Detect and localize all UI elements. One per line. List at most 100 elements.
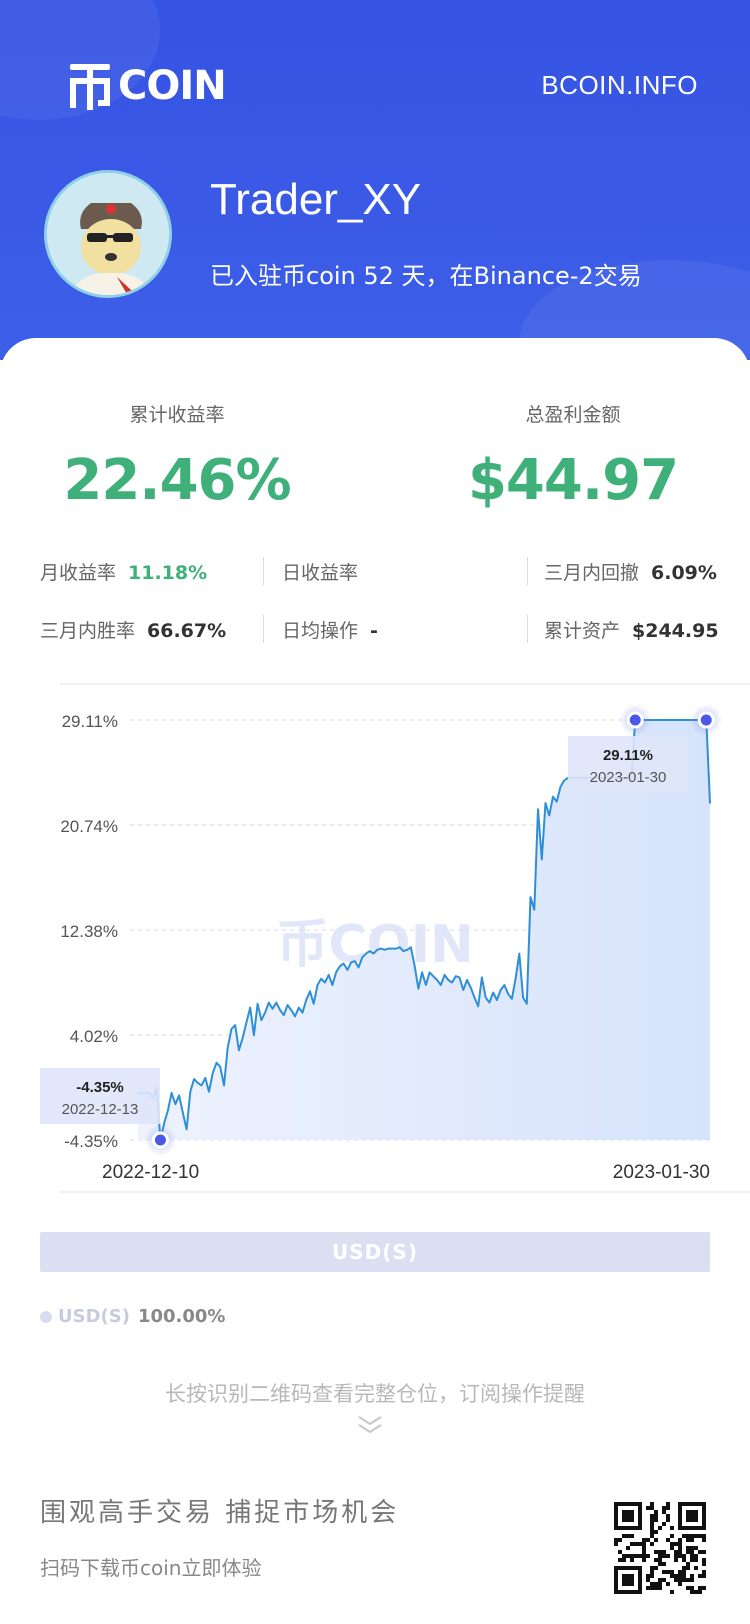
qr-module <box>658 1578 662 1582</box>
qr-module <box>694 1558 698 1562</box>
qr-module <box>650 1542 654 1546</box>
qr-module <box>678 1538 682 1542</box>
qr-module <box>642 1542 646 1546</box>
qr-module <box>654 1582 658 1586</box>
qr-module <box>694 1546 698 1550</box>
qr-module <box>686 1578 690 1582</box>
qr-module <box>614 1538 618 1542</box>
site-url[interactable]: BCOIN.INFO <box>541 70 698 100</box>
qr-module <box>658 1526 662 1530</box>
qr-code-icon[interactable] <box>614 1502 706 1594</box>
qr-module <box>674 1558 678 1562</box>
qr-module <box>702 1550 706 1554</box>
qr-module <box>650 1566 654 1570</box>
qr-module <box>670 1570 674 1574</box>
qr-module <box>686 1546 690 1550</box>
total-assets-stat: 累计资产 $244.95 <box>544 616 719 643</box>
qr-module <box>686 1562 690 1566</box>
stat-value: 66.67% <box>147 620 227 642</box>
qr-module <box>654 1510 658 1514</box>
stat-label: 三月内胜率 <box>40 620 136 642</box>
qr-module <box>618 1550 622 1554</box>
daily-ops-stat: 日均操作 - <box>282 616 378 643</box>
qr-module <box>690 1558 694 1562</box>
qr-module <box>618 1558 622 1562</box>
qr-module <box>694 1554 698 1558</box>
qr-module <box>662 1522 666 1526</box>
qr-module <box>670 1526 674 1530</box>
qr-module <box>698 1534 702 1538</box>
x-tick-label: 2023-01-30 <box>613 1162 710 1183</box>
qr-module <box>678 1574 682 1578</box>
stat-value: - <box>370 620 378 642</box>
qr-module <box>666 1570 670 1574</box>
return-chart-svg: 29.11%20.74%12.38%4.02%-4.35% 币COIN -4.3… <box>40 683 750 1193</box>
qr-module <box>622 1554 626 1558</box>
qr-module <box>702 1558 706 1562</box>
qr-hint: 长按识别二维码查看完整仓位，订阅操作提醒 <box>165 1382 585 1406</box>
qr-module <box>686 1550 690 1554</box>
qr-module <box>630 1558 634 1562</box>
brand-logo: COIN <box>66 58 227 114</box>
qr-module <box>690 1538 694 1542</box>
stat-value: $244.95 <box>632 620 719 642</box>
y-tick-label: 4.02% <box>70 1027 118 1046</box>
qr-module <box>666 1518 670 1522</box>
qr-module <box>666 1582 670 1586</box>
qr-module <box>638 1554 642 1558</box>
qr-module <box>698 1586 702 1590</box>
divider <box>263 557 264 585</box>
qr-module <box>654 1586 658 1590</box>
stat-label: 月收益率 <box>40 562 117 584</box>
legend-name: USD(S) <box>58 1306 130 1327</box>
qr-module <box>674 1574 678 1578</box>
qr-module <box>678 1554 682 1558</box>
qr-module <box>690 1554 694 1558</box>
qr-module <box>690 1590 694 1594</box>
qr-module <box>702 1586 706 1590</box>
tooltip-date: 2022-12-13 <box>62 1101 139 1118</box>
qr-module <box>650 1530 654 1534</box>
qr-module <box>698 1574 702 1578</box>
qr-module <box>682 1534 686 1538</box>
qr-module <box>654 1530 658 1534</box>
qr-module <box>682 1578 686 1582</box>
qr-module <box>662 1562 666 1566</box>
profile-subline: 已入驻币coin 52 天，在Binance-2交易 <box>210 262 642 290</box>
qr-module <box>666 1538 670 1542</box>
dog-avatar-icon <box>47 173 169 295</box>
qr-module <box>698 1550 702 1554</box>
y-tick-label: -4.35% <box>64 1132 118 1151</box>
stat-value: 6.09% <box>651 562 717 584</box>
qr-module <box>698 1590 702 1594</box>
qr-module <box>650 1506 654 1510</box>
download-cta: 扫码下载币coin立即体验 <box>40 1556 262 1580</box>
y-tick-label: 12.38% <box>60 922 118 941</box>
qr-module <box>682 1554 686 1558</box>
qr-module <box>650 1586 654 1590</box>
qr-module <box>658 1562 662 1566</box>
qr-module <box>646 1554 650 1558</box>
qr-module <box>646 1506 650 1510</box>
qr-module <box>630 1542 634 1546</box>
return-chart[interactable]: 29.11% 20.74% 12.38% 4.02% -4.35% 币COIN -4.3… <box>0 680 750 1200</box>
legend-value: 100.00% <box>137 1306 226 1327</box>
qr-module <box>626 1554 630 1558</box>
qr-module <box>690 1534 694 1538</box>
qr-module <box>674 1542 678 1546</box>
qr-module <box>674 1578 678 1582</box>
total-profit-value: $44.97 <box>467 448 679 513</box>
tooltip-date: 2023-01-30 <box>590 769 667 786</box>
asset-allocation-bar: USD(S) <box>40 1232 710 1272</box>
qr-module <box>702 1538 706 1542</box>
drawdown-stat: 三月内回撤 6.09% <box>544 558 717 585</box>
qr-module <box>642 1550 646 1554</box>
qr-module <box>626 1534 630 1538</box>
qr-module <box>642 1538 646 1542</box>
qr-module <box>634 1542 638 1546</box>
qr-module <box>678 1550 682 1554</box>
qr-module <box>702 1534 706 1538</box>
qr-module <box>622 1558 626 1562</box>
tooltip-box <box>568 736 688 792</box>
tooltip-box <box>40 1068 160 1124</box>
